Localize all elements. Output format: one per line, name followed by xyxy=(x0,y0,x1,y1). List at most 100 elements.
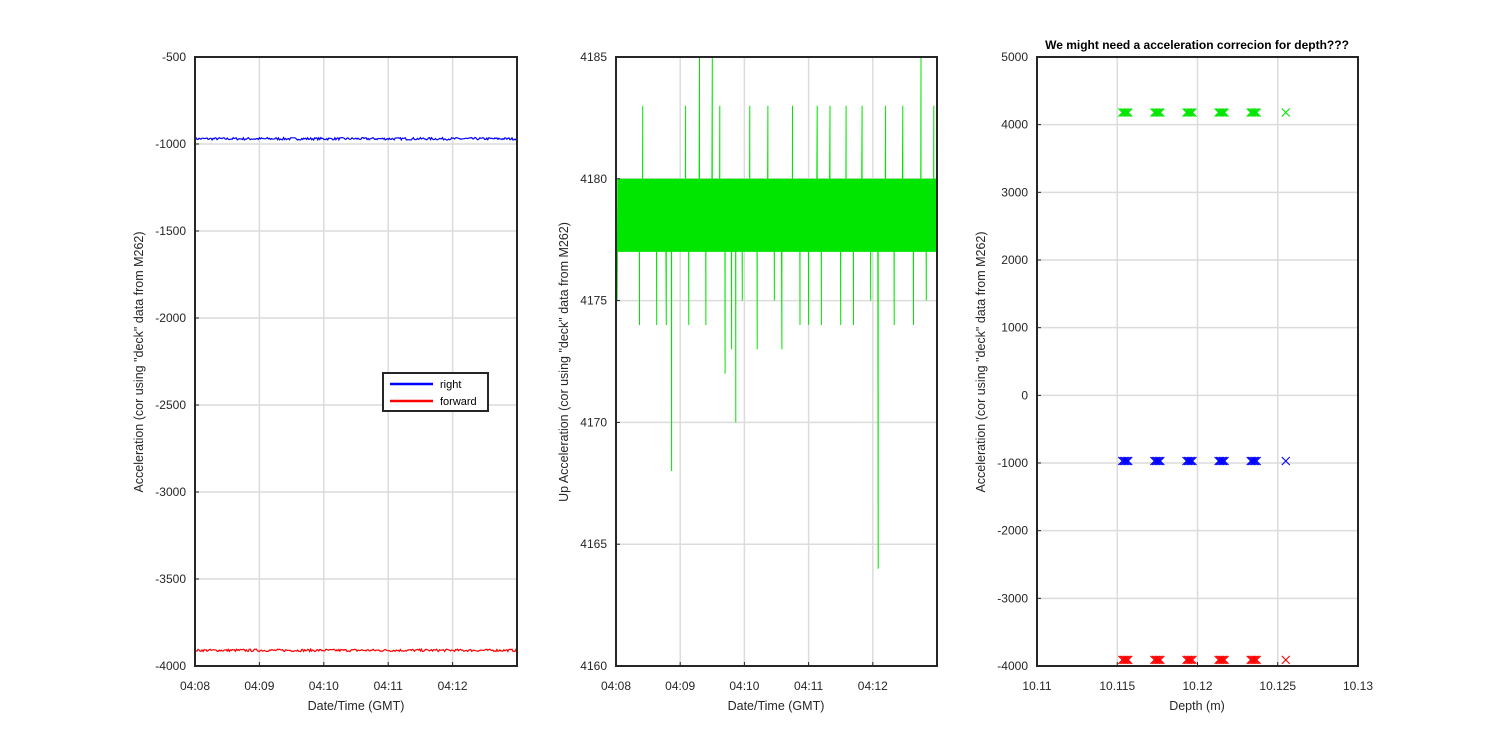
data-point-marker xyxy=(1281,108,1291,117)
data-point-marker xyxy=(1281,655,1291,665)
x-tick-label: 10.115 xyxy=(1099,679,1135,693)
data-point-marker xyxy=(1250,456,1260,466)
data-point-marker xyxy=(1183,655,1193,665)
data-point-marker xyxy=(1152,655,1162,665)
y-tick-label: 5000 xyxy=(1001,50,1028,64)
data-point-marker xyxy=(1151,456,1161,466)
x-tick-label: 04:08 xyxy=(180,679,210,693)
plot-area xyxy=(195,57,517,666)
y-tick-label: -1000 xyxy=(155,137,186,151)
data-point-marker xyxy=(1220,655,1229,665)
y-tick-label: -4000 xyxy=(997,659,1028,673)
data-point-marker xyxy=(1218,108,1228,117)
y-tick-label: 2000 xyxy=(1001,253,1028,267)
y-tick-label: -1500 xyxy=(155,224,186,238)
y-tick-label: 4000 xyxy=(1001,118,1028,132)
data-point-marker xyxy=(1188,108,1197,117)
panel-left: 04:08 04:09 04:10 04:11 04:12 -500 -1000 -1500 -… xyxy=(132,50,518,713)
y-tick-label: -500 xyxy=(162,50,186,64)
x-tick-label: 04:11 xyxy=(794,679,823,693)
data-point-marker xyxy=(1122,655,1132,665)
data-point-marker xyxy=(1281,456,1291,466)
data-point-marker xyxy=(1215,456,1225,466)
data-point-marker xyxy=(1151,108,1161,117)
data-point-marker xyxy=(1247,108,1257,117)
legend-box xyxy=(382,372,489,412)
panel-right: 10.11 10.115 10.12 10.125 10.13 5000 4000 3000 2… xyxy=(974,38,1373,713)
y-axis-label: Up Acceleration (cor using "deck" data f… xyxy=(557,222,571,502)
data-point-marker xyxy=(1155,456,1165,466)
data-point-marker xyxy=(1252,108,1262,117)
data-point-marker xyxy=(1119,655,1129,665)
data-point-marker xyxy=(1123,108,1133,117)
x-tick-label: 04:09 xyxy=(665,679,695,693)
axes-box xyxy=(615,56,938,667)
y-tick-label: 4170 xyxy=(580,415,607,429)
data-point-marker xyxy=(1250,108,1260,117)
x-tick-label: 10.125 xyxy=(1259,679,1296,693)
data-point-marker xyxy=(1154,655,1164,665)
data-point-marker xyxy=(1155,655,1165,665)
y-tick-label: -3500 xyxy=(155,572,186,586)
x-axis-label: Depth (m) xyxy=(1169,699,1225,713)
data-point-marker xyxy=(1250,655,1260,665)
series-line-right xyxy=(194,136,518,142)
data-point-marker xyxy=(1154,108,1164,117)
data-point-marker xyxy=(1217,108,1226,117)
data-point-marker xyxy=(1247,456,1257,466)
data-point-marker xyxy=(1186,456,1196,466)
data-point-marker xyxy=(1220,108,1229,117)
x-tick-label: 04:10 xyxy=(729,679,759,693)
x-tick-label: 10.11 xyxy=(1022,679,1051,693)
y-tick-label: 4185 xyxy=(580,50,607,64)
x-tick-label: 10.12 xyxy=(1182,679,1212,693)
data-point-marker xyxy=(1120,456,1130,466)
data-point-marker xyxy=(1249,108,1259,117)
data-point-marker xyxy=(1185,655,1194,665)
y-tick-label: -2500 xyxy=(155,398,186,412)
data-point-marker xyxy=(1123,655,1133,665)
x-axis-label: Date/Time (GMT) xyxy=(728,699,825,713)
y-tick-label: -3000 xyxy=(155,485,186,499)
panel-middle: 04:08 04:09 04:10 04:11 04:12 4185 4180 4175 417… xyxy=(557,50,938,713)
data-point-marker xyxy=(1155,108,1165,117)
data-point-marker xyxy=(1188,655,1197,665)
y-tick-label: 4160 xyxy=(580,659,607,673)
y-tick-label: -2000 xyxy=(997,524,1028,538)
data-point-marker xyxy=(1152,108,1162,117)
data-point-marker xyxy=(1185,456,1194,466)
x-tick-label: 04:12 xyxy=(858,679,888,693)
y-axis-label: Acceleration (cor using "deck" data from… xyxy=(132,231,146,492)
data-point-marker xyxy=(1120,655,1130,665)
data-point-marker xyxy=(1218,456,1228,466)
y-tick-label: 4165 xyxy=(580,537,607,551)
data-point-marker xyxy=(1151,655,1161,665)
legend: right forward xyxy=(382,372,489,412)
data-point-marker xyxy=(1252,655,1262,665)
data-point-marker xyxy=(1122,456,1132,466)
data-point-marker xyxy=(1217,456,1226,466)
axes-box xyxy=(194,56,518,667)
data-point-marker xyxy=(1215,655,1225,665)
data-point-marker xyxy=(1247,655,1257,665)
legend-label-forward: forward xyxy=(440,396,477,408)
data-point-marker xyxy=(1188,456,1197,466)
y-tick-label: -4000 xyxy=(155,659,186,673)
data-point-marker xyxy=(1119,456,1129,466)
y-tick-label: -3000 xyxy=(997,591,1028,605)
x-tick-label: 04:09 xyxy=(244,679,274,693)
chart-title: We might need a acceleration correcion f… xyxy=(1045,38,1349,52)
legend-label-right: right xyxy=(440,379,461,391)
y-tick-label: 4175 xyxy=(580,294,607,308)
data-point-marker xyxy=(1249,655,1259,665)
y-tick-label: 0 xyxy=(1021,388,1028,402)
data-point-marker xyxy=(1186,108,1196,117)
data-point-marker xyxy=(1218,655,1228,665)
series-line-forward xyxy=(194,647,518,653)
x-axis-label: Date/Time (GMT) xyxy=(308,699,405,713)
data-point-marker xyxy=(1183,456,1193,466)
data-point-marker xyxy=(1215,108,1225,117)
x-tick-label: 04:08 xyxy=(601,679,631,693)
